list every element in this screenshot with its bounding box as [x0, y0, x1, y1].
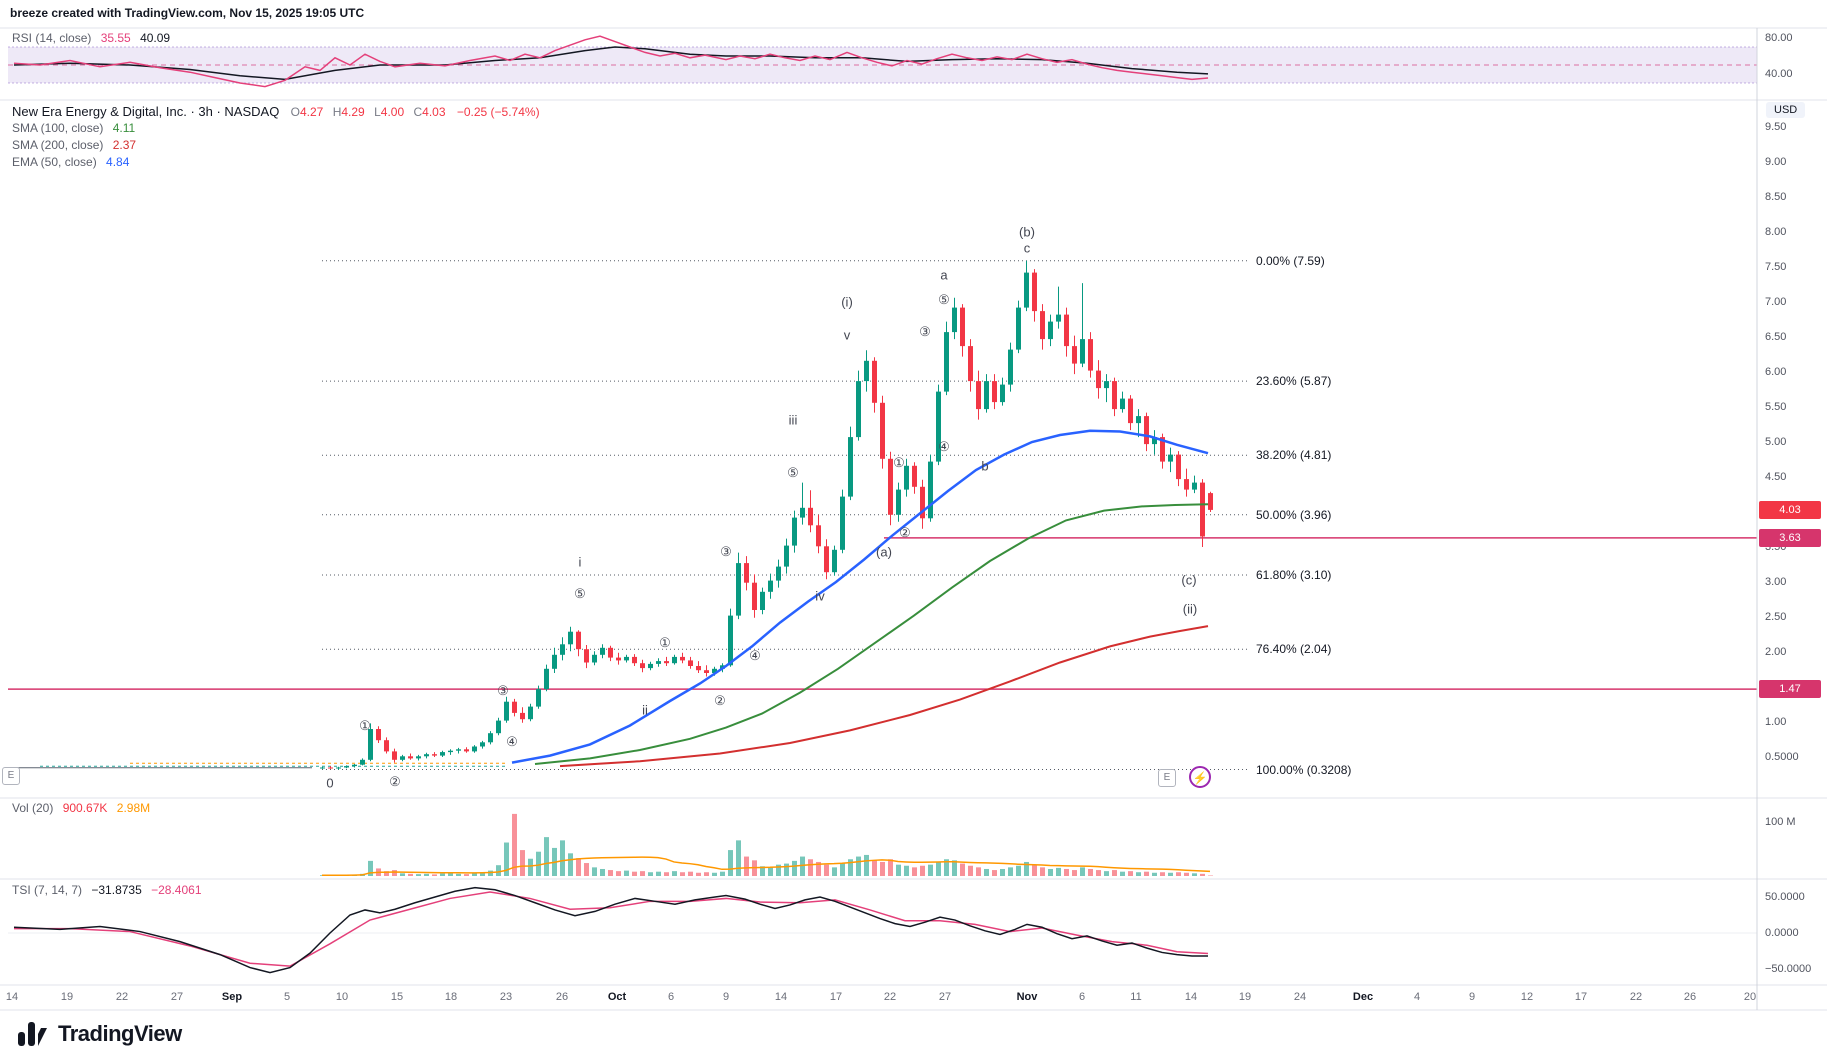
tsi-legend-label: TSI (7, 14, 7) — [12, 883, 83, 897]
ema50-value: 4.84 — [106, 155, 130, 169]
tsi-signal-value: −28.4061 — [151, 883, 202, 897]
ema50-label: EMA (50, close) — [12, 155, 97, 169]
watermark-text: breeze created with TradingView.com, Nov… — [10, 6, 365, 20]
tsi-legend[interactable]: TSI (7, 14, 7) −31.8735 −28.4061 — [12, 883, 202, 897]
symbol-legend[interactable]: New Era Energy & Digital, Inc. · 3h · NA… — [12, 103, 540, 171]
open-value: 4.27 — [300, 105, 324, 119]
sma200-value: 2.37 — [112, 138, 137, 152]
change-value: −0.25 (−5.74%) — [456, 105, 540, 119]
currency-label[interactable]: USD — [1766, 102, 1806, 118]
open-letter: O — [290, 105, 300, 119]
event-marker-left[interactable]: E — [2, 767, 20, 785]
high-letter: H — [332, 105, 342, 119]
close-value: 4.03 — [422, 105, 446, 119]
volume-legend[interactable]: Vol (20) 900.67K 2.98M — [12, 801, 150, 815]
volume-legend-label: Vol (20) — [12, 801, 54, 815]
indicator-legend-row[interactable]: SMA (200, close) 2.37 — [12, 137, 540, 154]
low-value: 4.00 — [380, 105, 405, 119]
rsi-legend[interactable]: RSI (14, close) 35.55 40.09 — [12, 31, 170, 45]
event-marker-right[interactable]: E — [1158, 769, 1176, 787]
flash-icon[interactable]: ⚡ — [1189, 766, 1211, 788]
low-letter: L — [374, 105, 381, 119]
close-letter: C — [413, 105, 423, 119]
rsi-value: 35.55 — [100, 31, 131, 45]
tradingview-logo-text: TradingView — [58, 1021, 182, 1046]
sma100-label: SMA (100, close) — [12, 121, 104, 135]
sma100-value: 4.11 — [112, 121, 136, 135]
tsi-value: −31.8735 — [91, 883, 142, 897]
rsi-legend-label: RSI (14, close) — [12, 31, 92, 45]
volume-value: 900.67K — [62, 801, 108, 815]
indicator-legend-row[interactable]: EMA (50, close) 4.84 — [12, 154, 540, 171]
indicator-legend-row[interactable]: SMA (100, close) 4.11 — [12, 120, 540, 137]
high-value: 4.29 — [341, 105, 365, 119]
tradingview-logo[interactable]: TradingView — [18, 1020, 182, 1048]
tradingview-logo-icon — [18, 1022, 47, 1046]
volume-ma-value: 2.98M — [116, 801, 151, 815]
rsi-ma-value: 40.09 — [140, 31, 171, 45]
sma200-label: SMA (200, close) — [12, 138, 104, 152]
symbol-title: New Era Energy & Digital, Inc. · 3h · NA… — [12, 104, 280, 119]
